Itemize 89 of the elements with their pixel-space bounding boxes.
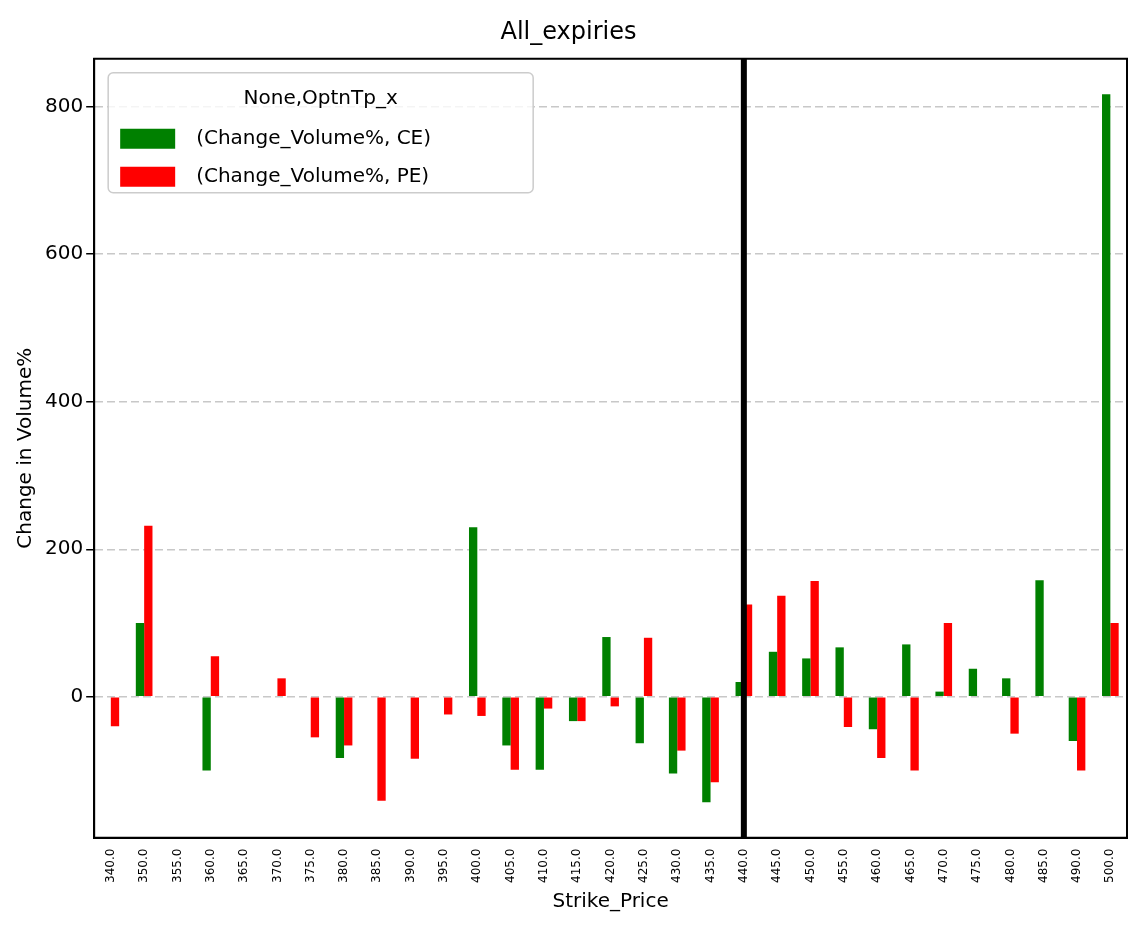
bar	[710, 697, 719, 783]
x-tick-label: 385.0	[369, 848, 384, 884]
x-tick-label: 390.0	[402, 848, 417, 884]
x-tick-label: 350.0	[136, 848, 151, 884]
bar	[1077, 697, 1086, 771]
x-tick-label: 490.0	[1069, 848, 1084, 884]
x-tick-label: 480.0	[1002, 848, 1017, 884]
x-tick-label: 420.0	[602, 848, 617, 884]
x-tick-label: 340.0	[102, 848, 117, 884]
x-tick-label: 425.0	[636, 848, 651, 884]
bar	[602, 637, 611, 697]
x-tick-label: 360.0	[202, 848, 217, 884]
bar	[502, 697, 511, 746]
bar	[444, 697, 453, 715]
x-tick-label: 415.0	[569, 848, 584, 884]
y-tick-label: 200	[44, 535, 84, 560]
bar	[543, 697, 553, 709]
x-tick-label: 405.0	[502, 848, 517, 884]
bar	[1002, 678, 1011, 697]
bar	[277, 678, 286, 697]
bar	[310, 697, 320, 738]
x-tick-label: 455.0	[835, 848, 850, 884]
x-tick-label: 485.0	[1035, 848, 1050, 884]
bar	[1102, 94, 1111, 697]
bar	[202, 697, 211, 771]
y-tick-label: 600	[44, 240, 84, 265]
x-tick-label: 355.0	[169, 848, 184, 884]
x-tick-label: 365.0	[236, 848, 251, 884]
bar	[668, 697, 678, 774]
bar	[377, 697, 386, 801]
x-tick-label: 435.0	[702, 848, 717, 884]
x-tick-label: 380.0	[336, 848, 351, 884]
bar	[535, 697, 544, 770]
x-tick-label: 370.0	[269, 848, 284, 884]
bar	[702, 697, 711, 803]
x-tick-label: 465.0	[902, 848, 917, 884]
bar	[902, 644, 911, 697]
bar	[1010, 697, 1019, 734]
bar	[135, 623, 145, 697]
x-tick-label: 500.0	[1102, 848, 1117, 884]
bar	[510, 697, 519, 770]
bar	[335, 697, 345, 758]
x-tick-label: 450.0	[802, 848, 817, 884]
bar	[777, 595, 786, 697]
bar	[868, 697, 878, 730]
bar	[843, 697, 853, 728]
legend-label: (Change_Volume%, PE)	[196, 163, 430, 187]
bar	[344, 697, 353, 746]
x-tick-label: 400.0	[469, 848, 484, 884]
bar	[677, 697, 686, 751]
x-tick-label: 460.0	[869, 848, 884, 884]
bar	[910, 697, 919, 771]
x-tick-label: 440.0	[735, 848, 750, 884]
x-tick-label: 375.0	[302, 848, 317, 884]
bar	[835, 647, 844, 697]
bar	[210, 656, 220, 697]
legend-label: (Change_Volume%, CE)	[196, 125, 432, 149]
bar	[968, 668, 978, 697]
x-tick-label: 445.0	[769, 848, 784, 884]
y-axis-title: Change in Volume%	[12, 347, 37, 549]
x-tick-label: 470.0	[935, 848, 950, 884]
bar	[802, 658, 811, 697]
bar	[568, 697, 578, 722]
bar	[144, 525, 153, 697]
bar	[1110, 623, 1119, 697]
x-tick-label: 430.0	[669, 848, 684, 884]
y-tick-label: 400	[44, 387, 84, 412]
bar	[643, 637, 653, 697]
bar	[110, 697, 120, 727]
bar	[810, 580, 819, 697]
bar	[468, 527, 478, 697]
bar	[410, 697, 420, 759]
x-tick-label: 475.0	[969, 848, 984, 884]
chart-title: All_expiries	[500, 16, 637, 45]
x-tick-label: 410.0	[536, 848, 551, 884]
bar	[477, 697, 486, 716]
bar	[1068, 697, 1078, 742]
bar	[635, 697, 644, 744]
bar	[935, 691, 944, 697]
y-tick-label: 800	[44, 92, 84, 117]
y-tick-label: 0	[70, 682, 84, 707]
bar	[577, 697, 586, 722]
x-axis-title: Strike_Price	[552, 888, 669, 913]
bar	[768, 651, 778, 697]
bar	[943, 623, 953, 697]
bar	[1035, 580, 1044, 697]
x-tick-label: 395.0	[436, 848, 451, 884]
bar	[877, 697, 886, 758]
legend-title: None,OptnTp_x	[243, 85, 398, 109]
